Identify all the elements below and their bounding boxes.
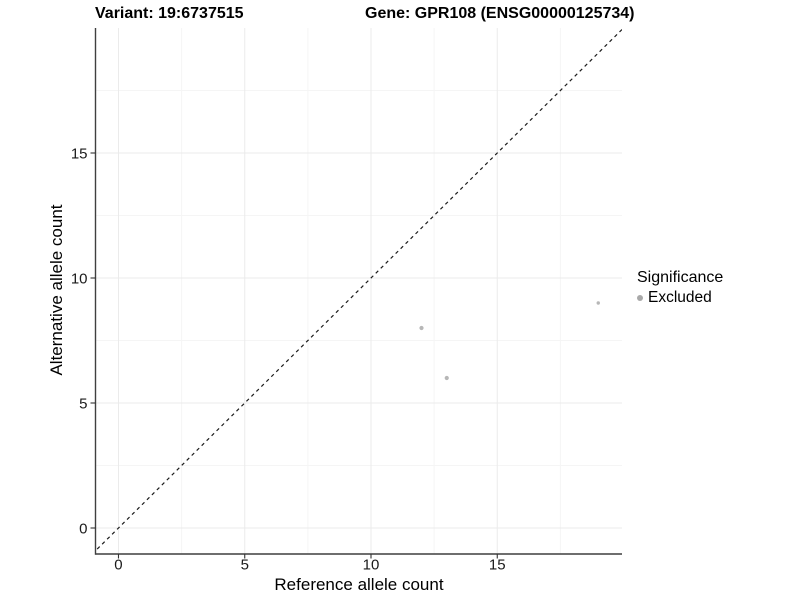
grid-minor — [95, 28, 622, 554]
axis-ticks — [90, 152, 498, 559]
data-point — [419, 325, 424, 331]
legend-item-label: Excluded — [648, 289, 712, 306]
legend-key-dot-icon — [637, 294, 643, 301]
plot-title-gene: Gene: GPR108 (ENSG00000125734) — [365, 5, 635, 22]
x-axis-title: Reference allele count — [274, 575, 444, 594]
x-tick-label: 15 — [489, 557, 506, 574]
legend: Significance Excluded — [637, 268, 723, 306]
axis-lines — [94, 28, 622, 555]
legend-title: Significance — [637, 269, 724, 286]
y-tick-label: 10 — [71, 270, 88, 287]
plot-title-variant: Variant: 19:6737515 — [95, 5, 244, 22]
y-tick-label: 0 — [79, 520, 87, 537]
data-points — [419, 301, 600, 381]
y-axis-title: Alternative allele count — [47, 204, 66, 376]
x-tick-label: 10 — [363, 557, 380, 574]
y-tick-label: 15 — [71, 145, 88, 162]
data-point — [444, 375, 449, 381]
grid-major — [95, 28, 622, 554]
data-point — [596, 301, 600, 305]
y-tick-label: 5 — [79, 395, 87, 412]
tick-labels: 0 5 10 15 0 5 10 15 — [71, 145, 506, 573]
x-tick-label: 0 — [114, 557, 122, 574]
x-tick-label: 5 — [241, 557, 249, 574]
identity-line — [95, 28, 622, 552]
legend-item-excluded: Excluded — [637, 289, 723, 306]
